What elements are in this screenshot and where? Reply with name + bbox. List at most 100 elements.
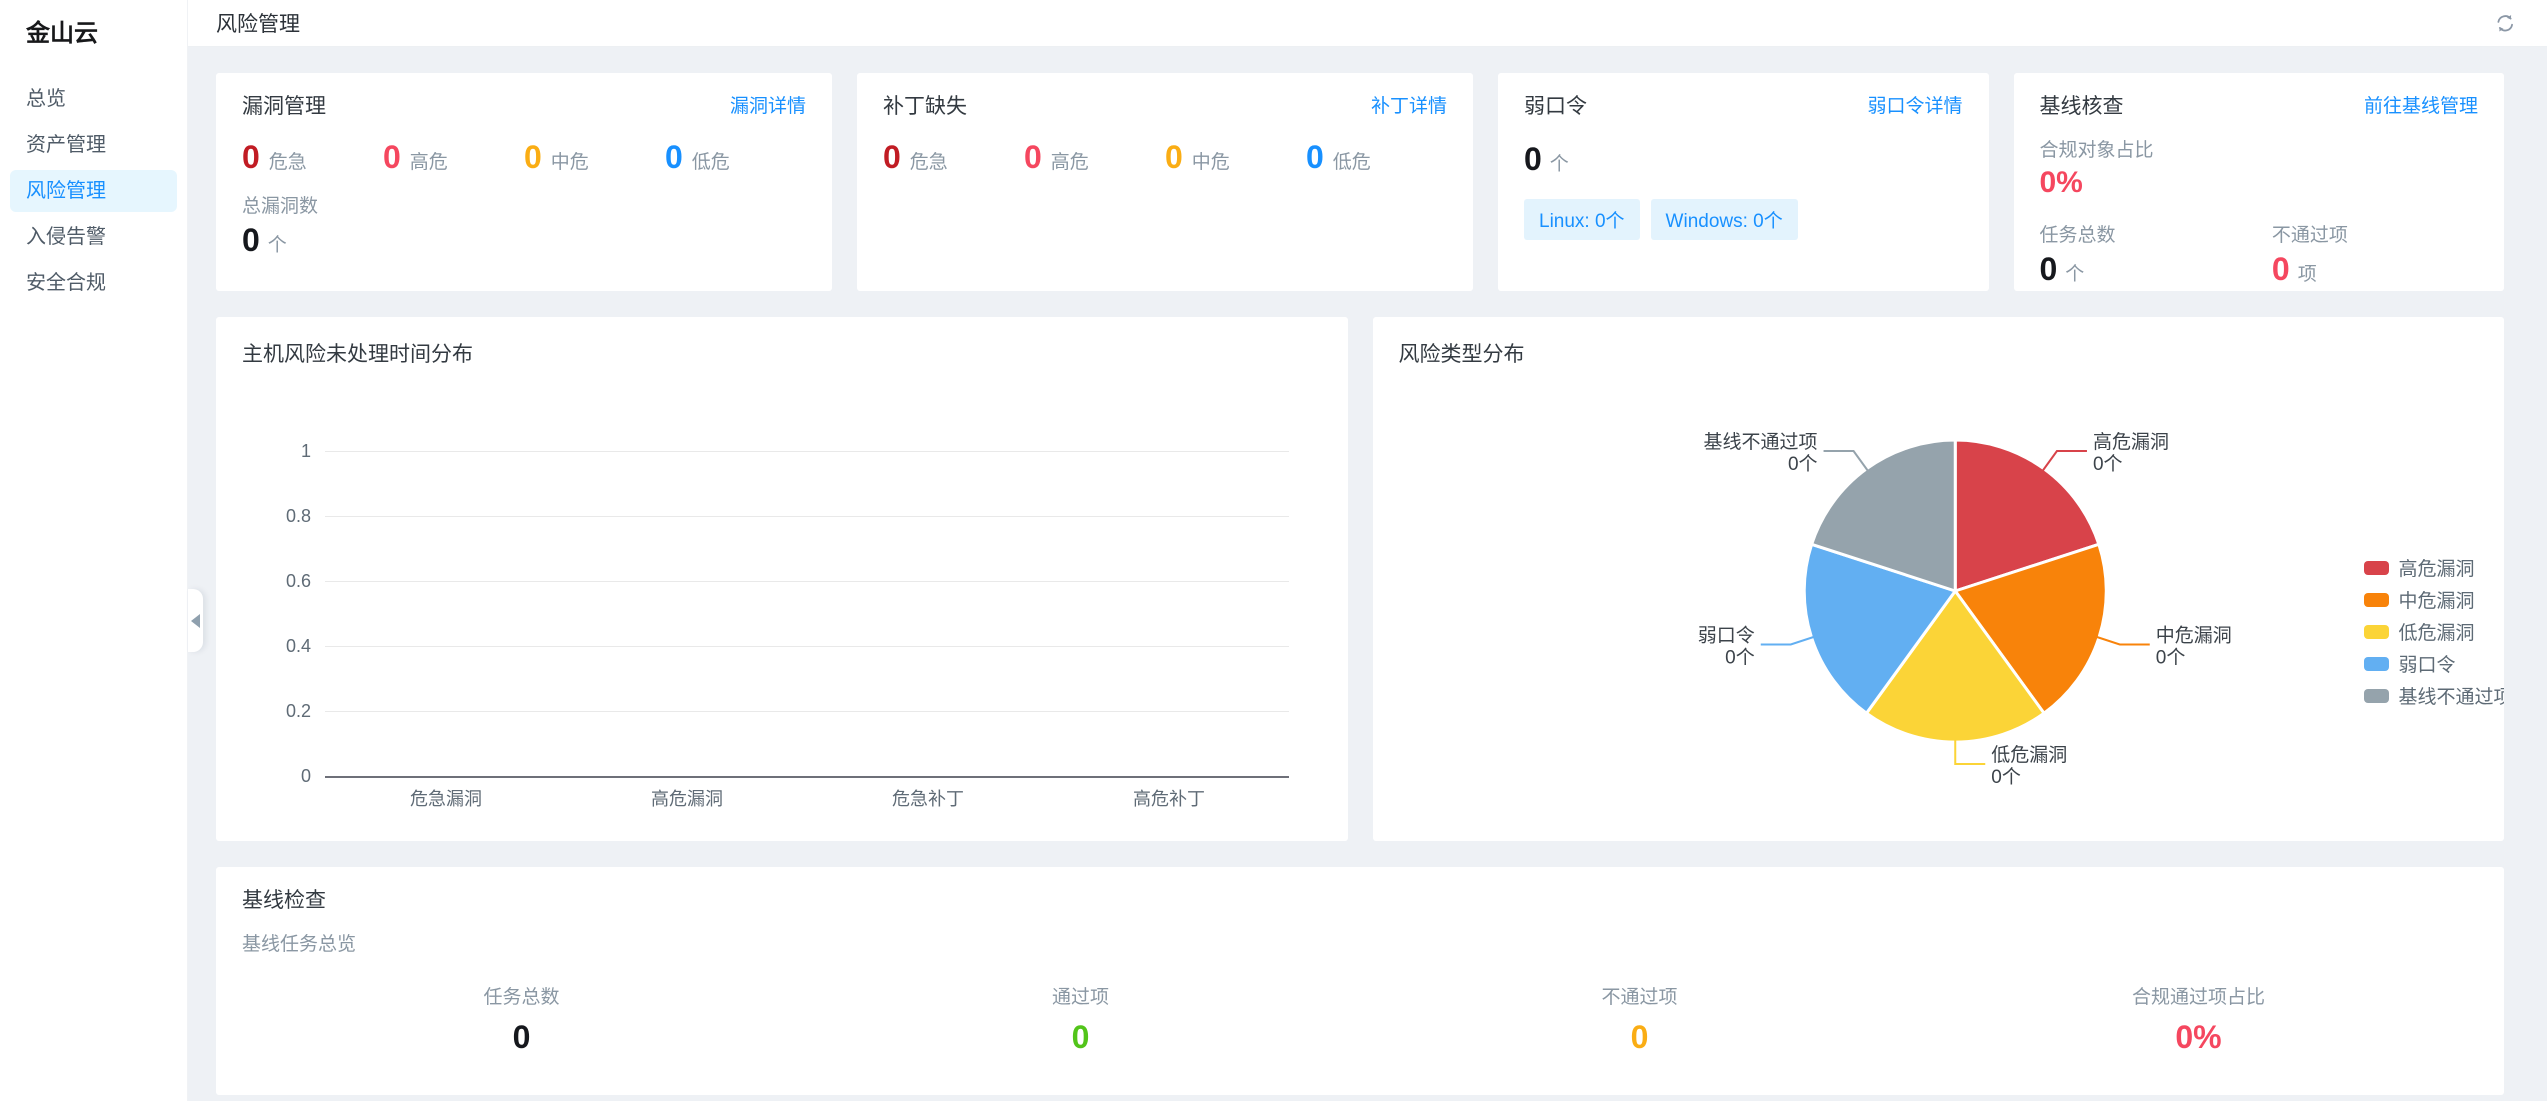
severity-stats: 0 危急 0 高危 0 中危 0 低危 (242, 137, 806, 177)
stat-unit: 个 (2065, 264, 2085, 285)
gridline (325, 516, 1289, 517)
stat: 0 低危 (1306, 137, 1447, 177)
stat: 0 危急 (883, 137, 1024, 177)
stat-value: 0 (242, 139, 260, 175)
y-axis-tick: 0.6 (285, 571, 311, 591)
refresh-button[interactable] (2494, 12, 2516, 34)
stat-value: 0 (1165, 139, 1183, 175)
baseline-summary-stat: 不通过项 0 (1360, 982, 1919, 1056)
pie-label-line (1823, 450, 1868, 472)
stat-label: 任务总数 (483, 987, 560, 1008)
pie-label-value: 0个 (1787, 453, 1817, 475)
pie-label-value: 0个 (2092, 453, 2122, 475)
stat-label: 高危 (1050, 152, 1089, 173)
legend-item[interactable]: 中危漏洞 (2363, 586, 2475, 613)
stat-value: 0 (1071, 1019, 1090, 1055)
stat-value: 0 (2039, 251, 2058, 287)
legend-item[interactable]: 高危漏洞 (2363, 554, 2475, 581)
stat-unit: 项 (2297, 264, 2317, 285)
sidebar-collapse-button[interactable] (188, 589, 203, 652)
weak-password-unit: 个 (1549, 154, 1569, 175)
card-vulnerability: 漏洞管理 漏洞详情 0 危急 0 高危 0 中危 0 低危 总漏洞数 0 个 (216, 73, 832, 291)
gridline (325, 711, 1289, 712)
legend-label: 低危漏洞 (2398, 623, 2475, 644)
baseline-manage-link[interactable]: 前往基线管理 (2363, 96, 2478, 117)
stat-value: 0 (1024, 139, 1042, 175)
os-tag: Windows: 0个 (1650, 199, 1798, 240)
severity-stats: 0 危急 0 高危 0 中危 0 低危 (883, 137, 1447, 177)
total-vuln-label: 总漏洞数 (242, 196, 319, 217)
y-axis-tick: 0.8 (285, 506, 311, 526)
sidebar-item[interactable]: 资产管理 (26, 134, 106, 156)
patch-detail-link[interactable]: 补丁详情 (1370, 96, 1447, 117)
stat: 0 高危 (1024, 137, 1165, 177)
card-baseline-summary: 基线检查 基线任务总览 任务总数 0 通过项 0 不通过项 0 合规通过项占比 0% (216, 867, 2504, 1095)
app-logo[interactable]: 金山云 (26, 20, 98, 47)
total-vuln-value: 0 (242, 222, 260, 258)
os-tag-row: Linux: 0个 Windows: 0个 (1524, 199, 1963, 240)
stat-label: 中危 (550, 152, 589, 173)
card-title: 漏洞管理 (242, 95, 326, 118)
stat: 0 中危 (524, 137, 665, 177)
content: 漏洞管理 漏洞详情 0 危急 0 高危 0 中危 0 低危 总漏洞数 0 个 补丁缺失 补丁详… (188, 47, 2547, 1095)
sidebar-item[interactable]: 总览 (26, 88, 66, 110)
sidebar-item[interactable]: 风险管理 (10, 170, 177, 212)
legend-label: 弱口令 (2398, 655, 2456, 676)
gridline (325, 451, 1289, 452)
stat-value: 0 (512, 1019, 531, 1055)
card-weak-password: 弱口令 弱口令详情 0 个 Linux: 0个 Windows: 0个 (1498, 73, 1989, 291)
legend-marker (2363, 688, 2389, 703)
y-axis-tick: 0.2 (285, 701, 311, 721)
card-patch: 补丁缺失 补丁详情 0 危急 0 高危 0 中危 0 低危 (857, 73, 1473, 291)
main-area: 风险管理 漏洞管理 漏洞详情 0 危急 0 高危 0 中危 (188, 0, 2547, 1095)
card-title: 弱口令 (1524, 95, 1587, 118)
card-baseline-check: 基线核查 前往基线管理 合规对象占比 0% 任务总数 0 个不通过项 0 项 (2013, 73, 2504, 291)
total-vuln-unit: 个 (267, 235, 287, 256)
vulnerability-detail-link[interactable]: 漏洞详情 (729, 96, 806, 117)
legend-item[interactable]: 弱口令 (2363, 650, 2456, 677)
chart-title: 风险类型分布 (1398, 343, 1525, 366)
stat-label: 低危 (1332, 152, 1371, 173)
y-axis-tick: 0 (300, 766, 311, 786)
legend-marker (2363, 592, 2389, 607)
gridline (325, 776, 1289, 778)
stat-value: 0 (524, 139, 542, 175)
stat-value: 0% (2175, 1019, 2222, 1055)
baseline-row: 基线检查 基线任务总览 任务总数 0 通过项 0 不通过项 0 合规通过项占比 0% (216, 867, 2504, 1095)
sidebar-item[interactable]: 入侵告警 (26, 226, 106, 248)
sidebar-menu: 总览资产管理风险管理入侵告警安全合规 (0, 78, 187, 304)
gridline (325, 581, 1289, 582)
pie-label-value: 0个 (2155, 647, 2185, 669)
summary-row: 漏洞管理 漏洞详情 0 危急 0 高危 0 中危 0 低危 总漏洞数 0 个 补丁缺失 补丁详… (216, 73, 2504, 291)
pie-label-line (1953, 740, 1985, 765)
x-axis-label: 危急漏洞 (410, 789, 482, 809)
stat-value: 0 (1306, 139, 1324, 175)
weak-password-detail-link[interactable]: 弱口令详情 (1867, 96, 1963, 117)
stat-label: 不通过项 (2271, 225, 2348, 246)
chevron-left-icon (191, 613, 200, 628)
pie-label-line (2041, 450, 2087, 472)
pie-label-line (1760, 636, 1814, 646)
stat-value: 0 (883, 139, 901, 175)
sidebar-item[interactable]: 安全合规 (26, 272, 106, 294)
legend-marker (2363, 560, 2389, 575)
stat-value: 0 (665, 139, 683, 175)
y-axis-tick: 0.4 (285, 636, 311, 656)
pie-label: 基线不通过项 (1703, 431, 1817, 453)
pie-label-line (2096, 636, 2150, 646)
legend-item[interactable]: 基线不通过项 (2363, 682, 2504, 709)
gridline (325, 646, 1289, 647)
charts-row: 主机风险未处理时间分布 0 0.2 0.4 0.6 0.8 1 危急漏洞 高危漏洞 危急补丁 高危… (216, 317, 2504, 841)
baseline-columns: 任务总数 0 个不通过项 0 项 (2040, 220, 2479, 289)
x-axis-label: 高危补丁 (1133, 789, 1205, 809)
pie-label: 弱口令 (1697, 625, 1754, 647)
stat-label: 高危 (409, 152, 448, 173)
stat: 0 高危 (383, 137, 524, 177)
stat-label: 通过项 (1051, 987, 1109, 1008)
baseline-summary-stat: 通过项 0 (801, 982, 1360, 1056)
legend-item[interactable]: 低危漏洞 (2363, 618, 2475, 645)
chart-card-time-distribution: 主机风险未处理时间分布 0 0.2 0.4 0.6 0.8 1 危急漏洞 高危漏洞 危急补丁 高危… (216, 317, 1348, 841)
x-axis-label: 高危漏洞 (651, 789, 723, 809)
page-title: 风险管理 (216, 13, 300, 36)
